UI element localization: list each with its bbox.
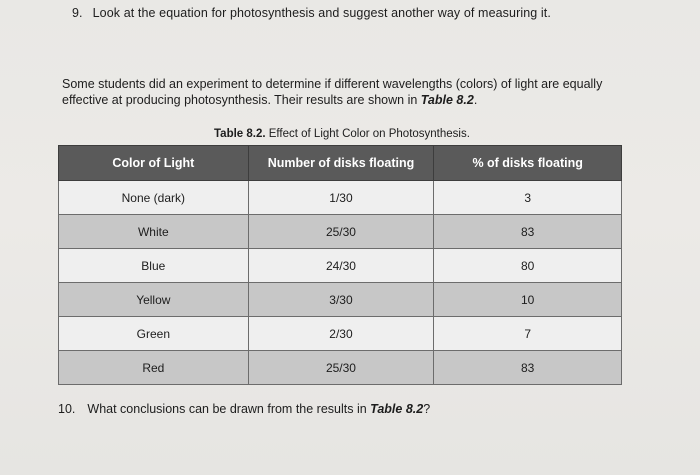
question-9-text: Look at the equation for photosynthesis … [92,6,551,20]
results-table: Color of Light Number of disks floating … [58,145,622,385]
header-percent-disks: % of disks floating [433,145,622,181]
cell-percent: 83 [433,350,622,385]
cell-percent: 80 [433,248,622,283]
question-10: 10. What conclusions can be drawn from th… [58,402,430,416]
cell-percent: 3 [433,180,622,215]
question-10-number: 10. [58,402,76,416]
header-color-of-light: Color of Light [58,145,249,181]
question-10-text: What conclusions can be drawn from the r… [87,402,371,416]
cell-percent: 83 [433,214,622,249]
table-caption-label: Table 8.2. [214,128,266,140]
cell-disks: 1/30 [247,180,435,215]
intro-text: Some students did an experiment to deter… [62,77,603,107]
cell-percent: 10 [433,282,622,317]
table-caption-text: Effect of Light Color on Photosynthesis. [265,128,470,140]
table-row: White 25/30 83 [58,214,622,249]
cell-color: None (dark) [58,180,249,215]
question-9: 9. Look at the equation for photosynthesi… [72,6,551,20]
cell-disks: 2/30 [247,316,435,351]
question-10-table-ref: Table 8.2 [370,402,424,416]
cell-disks: 24/30 [247,248,435,283]
question-10-text-end: ? [423,402,431,416]
cell-percent: 7 [433,316,622,351]
cell-color: Blue [58,248,249,283]
table-row: Green 2/30 7 [58,316,622,351]
intro-paragraph: Some students did an experiment to deter… [62,76,622,108]
intro-table-ref: Table 8.2 [420,93,474,107]
table-row: Blue 24/30 80 [58,248,622,283]
cell-disks: 25/30 [247,350,435,385]
header-number-of-disks: Number of disks floating [247,145,435,181]
table-row: Red 25/30 83 [58,350,622,385]
cell-color: White [58,214,249,249]
table-header-row: Color of Light Number of disks floating … [58,145,622,181]
cell-color: Green [58,316,249,351]
intro-text-end: . [473,93,478,107]
table-row: Yellow 3/30 10 [58,282,622,317]
cell-disks: 25/30 [247,214,435,249]
question-9-number: 9. [72,6,83,20]
cell-color: Yellow [58,282,249,317]
cell-disks: 3/30 [247,282,435,317]
cell-color: Red [58,350,249,385]
table-row: None (dark) 1/30 3 [58,180,622,215]
table-caption: Table 8.2. Effect of Light Color on Phot… [214,128,470,140]
